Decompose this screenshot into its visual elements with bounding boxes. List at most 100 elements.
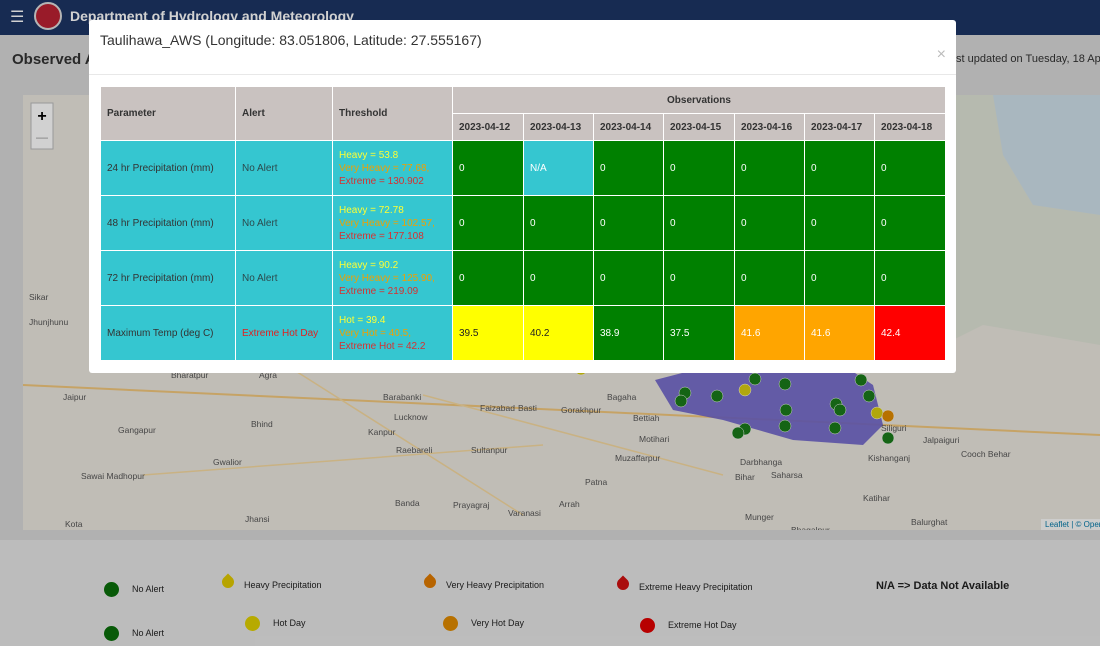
map-label: Arrah [559, 499, 580, 509]
map-label: Darbhanga [740, 457, 782, 467]
logo [34, 2, 62, 30]
observation-cell: 0 [523, 250, 594, 306]
attribution[interactable]: Leaflet | © Open [1045, 520, 1100, 529]
legend-symbol [245, 616, 260, 631]
page-heading: Observed A [12, 51, 96, 68]
threshold-line: Heavy = 72.78 [339, 204, 404, 216]
observation-cell: 0 [523, 195, 594, 251]
station-dot [833, 403, 847, 417]
observation-cell: 0 [734, 140, 805, 196]
observation-cell: 0 [593, 195, 664, 251]
station-dot [828, 421, 842, 435]
date-header: 2023-04-14 [593, 113, 664, 141]
map-label: Banda [395, 498, 420, 508]
legend-label: No Alert [132, 628, 165, 638]
map-label: Jalpaiguri [923, 435, 959, 445]
date-header: 2023-04-13 [523, 113, 594, 141]
observations-header: Observations [452, 86, 946, 114]
station-dot [748, 372, 762, 386]
map-label: Basti [518, 403, 537, 413]
legend: No Alert Heavy Precipitation Very Heavy Pr… [0, 540, 1100, 646]
date-header: 2023-04-12 [452, 113, 524, 141]
threshold-line: Extreme = 130.902 [339, 175, 424, 187]
observation-cell: 37.5 [663, 305, 735, 361]
column-header: Parameter [100, 86, 236, 141]
station-dot [731, 426, 745, 440]
threshold-line: Extreme = 219.09 [339, 285, 419, 297]
station-dot [881, 431, 895, 445]
map-label: Bhind [251, 419, 273, 429]
zoom-control [30, 102, 54, 150]
map-label: Kishanganj [868, 453, 910, 463]
observation-cell: 41.6 [804, 305, 875, 361]
threshold-line: Very Heavy = 77.68, [339, 162, 430, 174]
zoom-in[interactable]: + [37, 108, 46, 125]
attribution-bg [1041, 519, 1100, 530]
legend-label: Extreme Heavy Precipitation [639, 582, 753, 592]
map-label: Kota [65, 519, 83, 529]
date-header: 2023-04-16 [734, 113, 805, 141]
legend-symbol [640, 618, 655, 633]
station-dot [674, 394, 688, 408]
map-label: Prayagraj [453, 500, 489, 510]
observation-cell: 0 [874, 140, 946, 196]
map-label: Sikar [29, 292, 49, 302]
date-header: 2023-04-17 [804, 113, 875, 141]
modal-title: Taulihawa_AWS (Longitude: 83.051806, Lat… [100, 32, 482, 48]
date-header: 2023-04-15 [663, 113, 735, 141]
map-label: Balurghat [911, 517, 948, 527]
map-label: Agra [259, 370, 277, 380]
legend-label: Heavy Precipitation [244, 580, 322, 590]
observation-cell: 40.2 [523, 305, 594, 361]
threshold-line: Very Heavy = 125.90, [339, 272, 435, 284]
legend-symbol [443, 616, 458, 631]
nepal-region [655, 365, 883, 445]
observation-cell: 0 [663, 140, 735, 196]
zoom-out[interactable]: — [36, 130, 48, 144]
map-label: Faizabad [480, 403, 515, 413]
observation-cell: 38.9 [593, 305, 664, 361]
parameter-cell: 48 hr Precipitation (mm) [100, 195, 236, 251]
observation-cell: 39.5 [452, 305, 524, 361]
observation-cell: 0 [804, 140, 875, 196]
observation-cell: 41.6 [734, 305, 805, 361]
data-row: 48 hr Precipitation (mm) No Alert Heavy = … [100, 195, 946, 251]
data-row: Maximum Temp (deg C) Extreme Hot Day Hot =… [100, 305, 946, 361]
na-note: N/A => Data Not Available [876, 580, 1010, 592]
legend-label: Very Heavy Precipitation [446, 580, 545, 590]
observation-cell: 0 [874, 195, 946, 251]
threshold-line: Extreme Hot = 42.2 [339, 340, 426, 352]
map-label: Gwalior [213, 457, 242, 467]
observation-cell: 0 [452, 195, 524, 251]
map-label: Gorakhpur [561, 405, 601, 415]
header-row: Parameter Alert Threshold Observations [100, 86, 946, 141]
threshold-cell: Heavy = 53.8 Very Heavy = 77.68, Extreme =… [332, 140, 453, 196]
map-water [993, 95, 1100, 215]
date-row: 2023-04-12 2023-04-13 2023-04-14 2023-04-15… [101, 113, 946, 141]
legend-symbol [104, 582, 119, 597]
observation-cell: 0 [593, 250, 664, 306]
map-label: Munger [745, 512, 774, 522]
station-dot [854, 373, 868, 387]
map-label: Muzaffarpur [615, 453, 660, 463]
observation-table: Parameter Alert Threshold Observations 2023-… [100, 86, 946, 361]
observation-cell: 0 [663, 250, 735, 306]
parameter-cell: Maximum Temp (deg C) [100, 305, 236, 361]
menu-icon[interactable]: ☰ [10, 9, 25, 26]
alert-cell: No Alert [235, 195, 333, 251]
map-label: Cooch Behar [961, 449, 1011, 459]
close-button[interactable]: × [936, 46, 946, 63]
observation-cell: N/A [523, 140, 594, 196]
observation-cell: 0 [734, 195, 805, 251]
observation-cell: 0 [663, 195, 735, 251]
map-label: Saharsa [771, 470, 803, 480]
legend-label: Hot Day [273, 618, 306, 628]
map-label: Sawai Madhopur [81, 471, 145, 481]
station-dot [710, 389, 724, 403]
data-row: 24 hr Precipitation (mm) No Alert Heavy = … [100, 140, 946, 196]
date-header: 2023-04-18 [874, 113, 946, 141]
map-label: Siliguri [881, 423, 907, 433]
observation-cell: 0 [804, 195, 875, 251]
station-dot [778, 419, 792, 433]
